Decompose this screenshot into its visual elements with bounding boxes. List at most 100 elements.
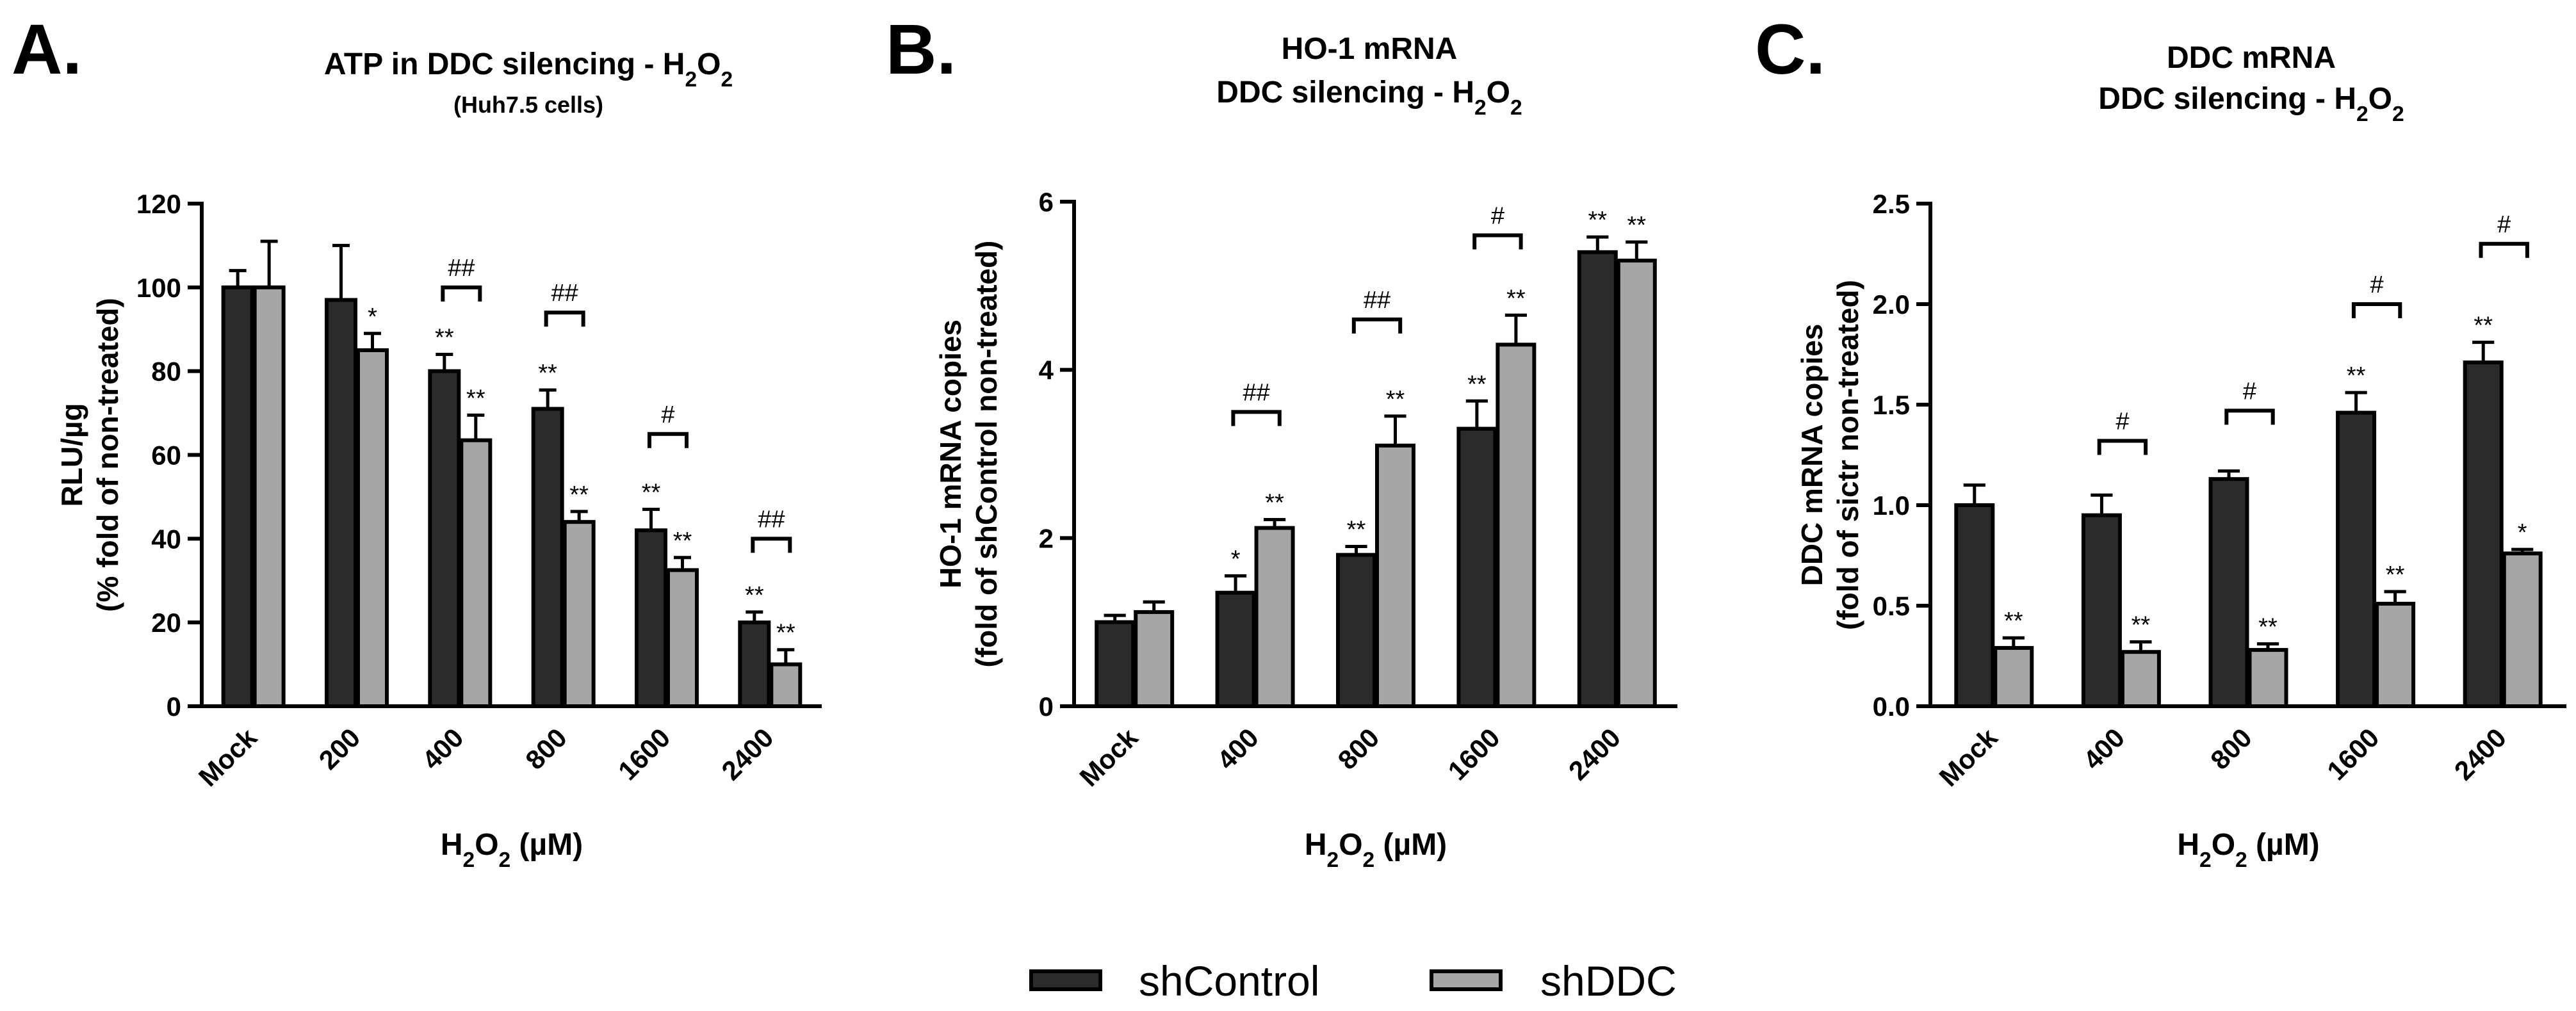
- bar-shcontrol: [1095, 620, 1136, 709]
- significance-star: **: [2258, 614, 2278, 641]
- x-axis-label: H2O2 (µM): [1305, 828, 1447, 872]
- bar-shddc: [666, 568, 699, 708]
- bar-shddc: [769, 662, 803, 709]
- significance-star: **: [2474, 312, 2493, 339]
- x-tick-label: 800: [1332, 722, 1385, 775]
- x-tick-label: Mock: [193, 722, 263, 793]
- chart-panel-2: B. HO-1 mRNA DDC silencing - H2O2 0 2 4 6 HO-1 …: [886, 10, 1677, 872]
- x-tick-label: 400: [416, 722, 469, 775]
- y-tick-label: 120: [136, 189, 181, 219]
- chart-subtitle: (Huh7.5 cells): [453, 92, 603, 118]
- y-tick-label: 20: [151, 608, 181, 638]
- significance-star: *: [2518, 519, 2527, 546]
- y-tick-label: 1.0: [1873, 490, 1910, 521]
- bar-shddc: [1616, 258, 1657, 708]
- y-tick-label: 2: [1039, 523, 1054, 553]
- significance-star: *: [368, 303, 377, 330]
- bracket-label: ##: [1364, 287, 1390, 314]
- comparison-bracket: [1472, 233, 1523, 250]
- chart-subtitle: DDC silencing - H2O2: [2098, 82, 2404, 126]
- bar-shddc: [1375, 443, 1415, 708]
- bracket-label: ##: [551, 280, 578, 307]
- panel-letter: C.: [1755, 10, 1825, 89]
- legend: shControl shDDC: [1029, 957, 1677, 1005]
- bracket-label: #: [2115, 408, 2129, 435]
- x-tick-label: 400: [2077, 722, 2130, 775]
- bar-shcontrol: [1954, 503, 1995, 708]
- bar-shcontrol: [428, 369, 461, 708]
- bar-shcontrol: [1577, 250, 1618, 708]
- x-tick-label: 2400: [1563, 722, 1626, 786]
- significance-star: **: [1506, 285, 1526, 312]
- bar-shddc: [2502, 551, 2543, 708]
- bar-shcontrol: [221, 285, 254, 709]
- bar-shcontrol: [635, 528, 667, 708]
- comparison-bracket: [2479, 241, 2529, 258]
- y-tick-label: 0.5: [1873, 591, 1910, 621]
- bar-shddc: [1993, 645, 2034, 708]
- significance-star: **: [1467, 371, 1487, 398]
- bar-shddc: [2247, 648, 2288, 709]
- significance-star: *: [1231, 546, 1241, 572]
- significance-star: **: [435, 325, 454, 352]
- bar-shcontrol: [2081, 513, 2122, 708]
- y-tick-label: 2.5: [1873, 189, 1910, 219]
- bracket-label: #: [2497, 211, 2511, 238]
- significance-star: **: [1347, 516, 1366, 543]
- significance-star: **: [1588, 207, 1608, 234]
- y-axis-label: HO-1 mRNA copies: [934, 319, 967, 588]
- x-tick-label: Mock: [1073, 722, 1144, 793]
- comparison-bracket: [544, 311, 585, 327]
- panels: A. ATP in DDC silencing - H2O2(Huh7.5 cel…: [12, 10, 2566, 872]
- y-tick-label: 80: [151, 357, 181, 387]
- bracket-label: #: [1491, 203, 1504, 230]
- x-tick-label: 800: [519, 722, 573, 775]
- legend-item-shddc: shDDC: [1430, 957, 1677, 1005]
- panel-letter: B.: [886, 10, 956, 89]
- significance-star: **: [466, 385, 485, 412]
- chart-title: DDC mRNA: [2167, 41, 2336, 75]
- significance-star: **: [569, 481, 589, 508]
- significance-star: **: [2004, 608, 2023, 635]
- bar-shddc: [356, 348, 389, 708]
- x-tick-label: 800: [2205, 722, 2258, 775]
- significance-star: **: [673, 528, 692, 554]
- bar-shddc: [1134, 610, 1175, 709]
- y-tick-label: 40: [151, 524, 181, 554]
- y-tick-label: 1.5: [1873, 390, 1910, 420]
- bracket-label: ##: [758, 506, 785, 533]
- y-axis-label: (fold of sictr non-treated): [1831, 280, 1864, 630]
- bar-shcontrol: [325, 298, 357, 709]
- bracket-label: #: [2243, 378, 2256, 405]
- x-tick-label: 200: [313, 722, 366, 775]
- chart-panel-1: A. ATP in DDC silencing - H2O2(Huh7.5 cel…: [12, 10, 822, 872]
- significance-star: **: [2386, 562, 2405, 588]
- x-axis-label: H2O2 (µM): [441, 828, 583, 872]
- bar-shcontrol: [1456, 426, 1497, 708]
- bracket-label: ##: [448, 255, 475, 282]
- significance-star: **: [2347, 362, 2366, 389]
- comparison-bracket: [1351, 317, 1403, 334]
- significance-star: **: [1386, 386, 1405, 413]
- chart-panel-3: C. DDC mRNA DDC silencing - H2O2 0.0 0.5 1.0 1…: [1755, 10, 2566, 872]
- bracket-label: ##: [1243, 379, 1269, 406]
- y-axis-label: (fold of shControl non-treated): [970, 241, 1003, 668]
- y-tick-label: 4: [1039, 355, 1054, 385]
- significance-star: **: [642, 480, 661, 506]
- y-tick-label: 60: [151, 441, 181, 471]
- chart-title: ATP in DDC silencing - H2O2: [324, 47, 733, 92]
- y-tick-label: 6: [1039, 187, 1054, 217]
- x-tick-label: 1600: [1442, 722, 1505, 786]
- legend-swatch-shddc: [1430, 969, 1503, 991]
- bar-shcontrol: [738, 620, 771, 709]
- significance-star: **: [745, 582, 764, 609]
- bracket-label: #: [661, 401, 674, 428]
- y-tick-label: 0: [1039, 692, 1054, 722]
- x-axis-label: H2O2 (µM): [2177, 828, 2319, 872]
- bar-shddc: [1254, 526, 1295, 708]
- comparison-bracket: [2097, 439, 2148, 455]
- y-axis-label: DDC mRNA copies: [1795, 324, 1829, 586]
- x-tick-label: 400: [1211, 722, 1264, 775]
- significance-star: **: [538, 360, 557, 387]
